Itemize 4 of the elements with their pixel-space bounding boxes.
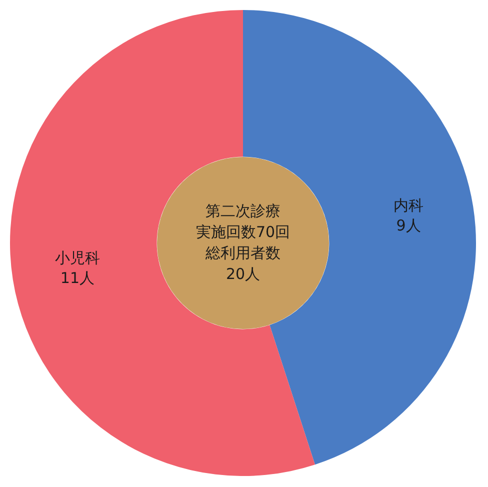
slice-label: 内科 <box>394 196 424 215</box>
slice-label: 小児科 <box>54 249 100 268</box>
data-label: 9人 <box>396 216 421 235</box>
data-label: 11人 <box>60 269 95 288</box>
